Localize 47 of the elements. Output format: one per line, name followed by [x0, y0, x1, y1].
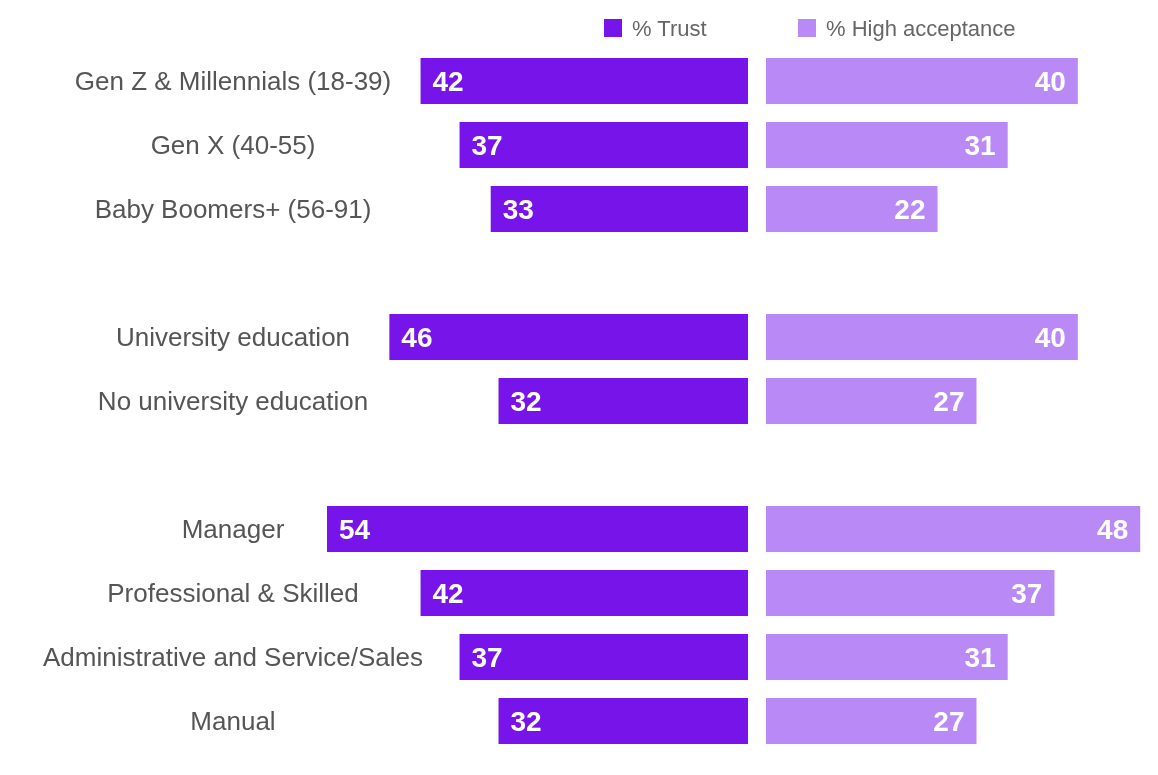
bar — [498, 378, 748, 424]
legend-label: % High acceptance — [826, 15, 1016, 41]
bar — [327, 506, 748, 552]
data-label: 27 — [933, 385, 965, 417]
bar — [498, 698, 748, 744]
bar — [766, 186, 938, 232]
bar — [766, 58, 1078, 104]
data-label: 48 — [1097, 513, 1129, 545]
data-label: 40 — [1034, 65, 1066, 97]
bar — [766, 378, 977, 424]
data-label: 46 — [401, 321, 433, 353]
data-label: 22 — [894, 193, 926, 225]
bar — [459, 634, 748, 680]
y-tick-label: Gen X (40-55) — [150, 130, 316, 160]
data-label: 37 — [471, 129, 503, 161]
bar — [766, 698, 977, 744]
bar — [766, 314, 1078, 360]
data-label: 27 — [933, 705, 965, 737]
bar — [490, 186, 748, 232]
data-label: 37 — [1011, 577, 1043, 609]
data-label: 54 — [339, 513, 371, 545]
bar — [389, 314, 748, 360]
bar — [766, 570, 1055, 616]
data-label: 33 — [502, 193, 534, 225]
y-tick-label: University education — [115, 322, 351, 352]
data-label: 40 — [1034, 321, 1066, 353]
y-tick-label: No university education — [97, 386, 369, 416]
y-tick-label: Gen Z & Millennials (18-39) — [74, 66, 392, 96]
bar — [420, 58, 748, 104]
bar — [766, 506, 1141, 552]
y-tick-label: Baby Boomers+ (56-91) — [94, 194, 372, 224]
bar — [420, 570, 748, 616]
y-tick-label: Professional & Skilled — [107, 578, 359, 608]
data-label: 32 — [510, 705, 542, 737]
y-tick-label: Administrative and Service/Sales — [42, 642, 424, 672]
y-tick-label: Manual — [190, 706, 276, 736]
data-label: 42 — [432, 65, 464, 97]
data-label: 31 — [964, 641, 996, 673]
y-tick-label: Manager — [181, 514, 285, 544]
data-label: 31 — [964, 129, 996, 161]
bar — [766, 122, 1008, 168]
legend-label: % Trust — [632, 15, 707, 41]
bar — [459, 122, 748, 168]
data-label: 32 — [510, 385, 542, 417]
bar — [766, 634, 1008, 680]
data-label: 42 — [432, 577, 464, 609]
data-label: 37 — [471, 641, 503, 673]
